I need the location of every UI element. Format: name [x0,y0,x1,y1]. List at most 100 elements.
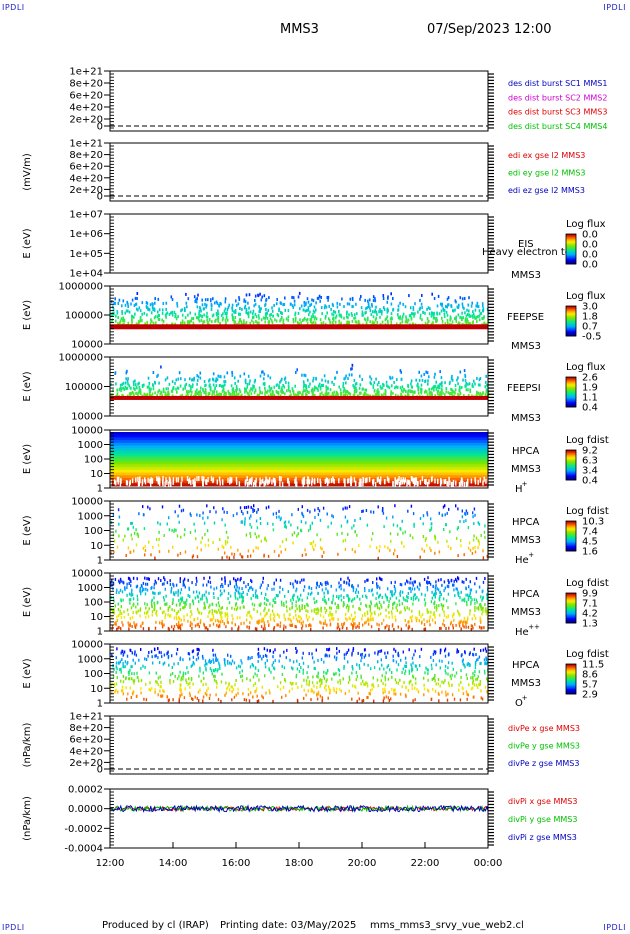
ytick-label: 2e+20 [69,758,103,769]
ytick-label: 10000 [71,640,103,651]
x-tick-label: 18:00 [285,858,314,869]
ytick-label: 6e+20 [69,735,103,746]
legend-entry: edi ey gse l2 MMS3 [508,169,586,178]
ytick-label: 1e+06 [69,229,103,240]
corner-label-bottom-left: IPDLI [2,923,25,932]
x-tick-label: 14:00 [159,858,188,869]
ytick-label: 0.0002 [68,785,103,796]
legend-entry: edi ex gse l2 MMS3 [508,151,585,160]
ytick-label: 1000 [78,440,103,451]
ytick-label: 100 [84,526,103,537]
ytick-label: 10000 [71,497,103,508]
legend-entry: divPi z gse MMS3 [508,833,577,842]
ytick-label: 4e+20 [69,746,103,757]
ytick-label: 2e+20 [69,185,103,196]
colorbar-title: Log flux [566,219,606,230]
species-label: He [515,555,529,566]
ytick-label: 1e+05 [69,249,103,260]
x-tick-label: 00:00 [474,858,503,869]
ytick-label: 10 [90,541,103,552]
colorbar-tick: 0.4 [582,476,598,487]
ytick-label: 8e+20 [69,150,103,161]
ytick-label: 0.0000 [68,804,103,815]
spacecraft-label: MMS3 [511,413,541,424]
ytick-label: 1e+04 [69,269,103,280]
panel-feepsi: 1000000 100000 10000 E (eV) FEEPSI MMS3 Log fl… [22,353,606,425]
ytick-label: 100000 [65,382,103,393]
ytick-label: -0.0002 [64,824,103,835]
ytick-label: 1000 [78,654,103,665]
ytick-label: 10000 [71,340,103,351]
footer-produced-by: Produced by cl (IRAP) [102,920,209,931]
y-axis-label: (nPa/km) [22,723,33,768]
ytick-label: 10 [90,469,103,480]
ytick-label: 10000 [71,569,103,580]
ytick-label: 100 [84,455,103,466]
spacecraft-title: MMS3 [280,22,319,37]
spacecraft-label: MMS3 [511,341,541,352]
ytick-label: 1 [97,484,103,495]
spacecraft-label: MMS3 [511,678,541,689]
colorbar-title: Log flux [566,362,606,373]
colorbar-tick: 9.9 [582,589,598,600]
ytick-label: 1000 [78,583,103,594]
species-charge-label: + [528,551,534,559]
ytick-label: 100 [84,669,103,680]
spectrogram-hpca-o [110,647,489,703]
legend-entry: des dist burst SC2 MMS2 [508,93,607,102]
colorbar-title: Log fdist [566,649,609,660]
ytick-label: -0.0004 [64,844,103,855]
ytick-label: 0 [97,122,103,133]
ytick-label: 1 [97,627,103,638]
legend-entry: divPe y gse MMS3 [508,742,580,751]
instrument-label: FEEPSE [507,312,544,323]
ytick-label: 6e+20 [69,91,103,102]
ytick-label: 1000 [78,511,103,522]
y-axis-label: E (eV) [22,300,33,330]
ytick-label: 2e+20 [69,115,103,126]
y-axis-label: E (eV) [22,444,33,474]
colorbar-tick: 0.0 [582,260,598,271]
instrument-label: HPCA [512,517,540,528]
spectrogram-hpca-h [110,432,489,487]
footer-printing-date: Printing date: 03/May/2025 [220,920,357,931]
ytick-label: 4e+20 [69,173,103,184]
legend-entry: des dist burst SC3 MMS3 [508,108,607,117]
ytick-label: 4e+20 [69,103,103,114]
panel-hpca-hepp: 10000 1000 100 10 1 E (eV) HPCA MMS3 He ++ Log fdi… [22,569,609,639]
spectrogram-feepsi [110,363,490,400]
instrument-label: HPCA [512,589,540,600]
legend-entry: des dist burst SC1 MMS1 [508,79,607,88]
instrument-label: HPCA [512,660,540,671]
ytick-label: 0 [97,192,103,203]
colorbar-tick: 7.1 [582,599,598,610]
x-tick-label: 20:00 [348,858,377,869]
corner-label-bottom-right: IPDLI [603,923,626,932]
species-label: He [515,627,529,638]
x-tick-label: 16:00 [222,858,251,869]
species-label: O [515,698,523,709]
instrument-label: FEEPSI [507,383,541,394]
colorbar-tick: 0.0 [582,240,598,251]
ytick-label: 1e+21 [69,712,103,723]
ytick-label: 1000000 [58,353,103,364]
colorbar-tick: 10.3 [582,517,604,528]
spectrogram-hpca-hepp [110,576,489,631]
ytick-label: 100 [84,598,103,609]
colorbar-tick: 1.6 [582,547,598,558]
colorbar-tick: 1.3 [582,619,598,630]
y-axis-label: (nPa/km) [22,796,33,841]
species-charge-label: + [522,694,528,702]
spacecraft-label: MMS3 [511,535,541,546]
legend-entry: divPe x gse MMS3 [508,724,580,733]
spacecraft-label: MMS3 [511,270,541,281]
panel-feepse: 1000000 100000 10000 E (eV) FEEPSE MMS3 Log fl… [22,282,606,353]
colorbar-tick: 11.5 [582,660,604,671]
ytick-label: 10 [90,612,103,623]
spacecraft-label: MMS3 [511,607,541,618]
colorbar-tick: 0.0 [582,230,598,241]
ytick-label: 0 [97,765,103,776]
colorbar-tick: 8.6 [582,670,598,681]
